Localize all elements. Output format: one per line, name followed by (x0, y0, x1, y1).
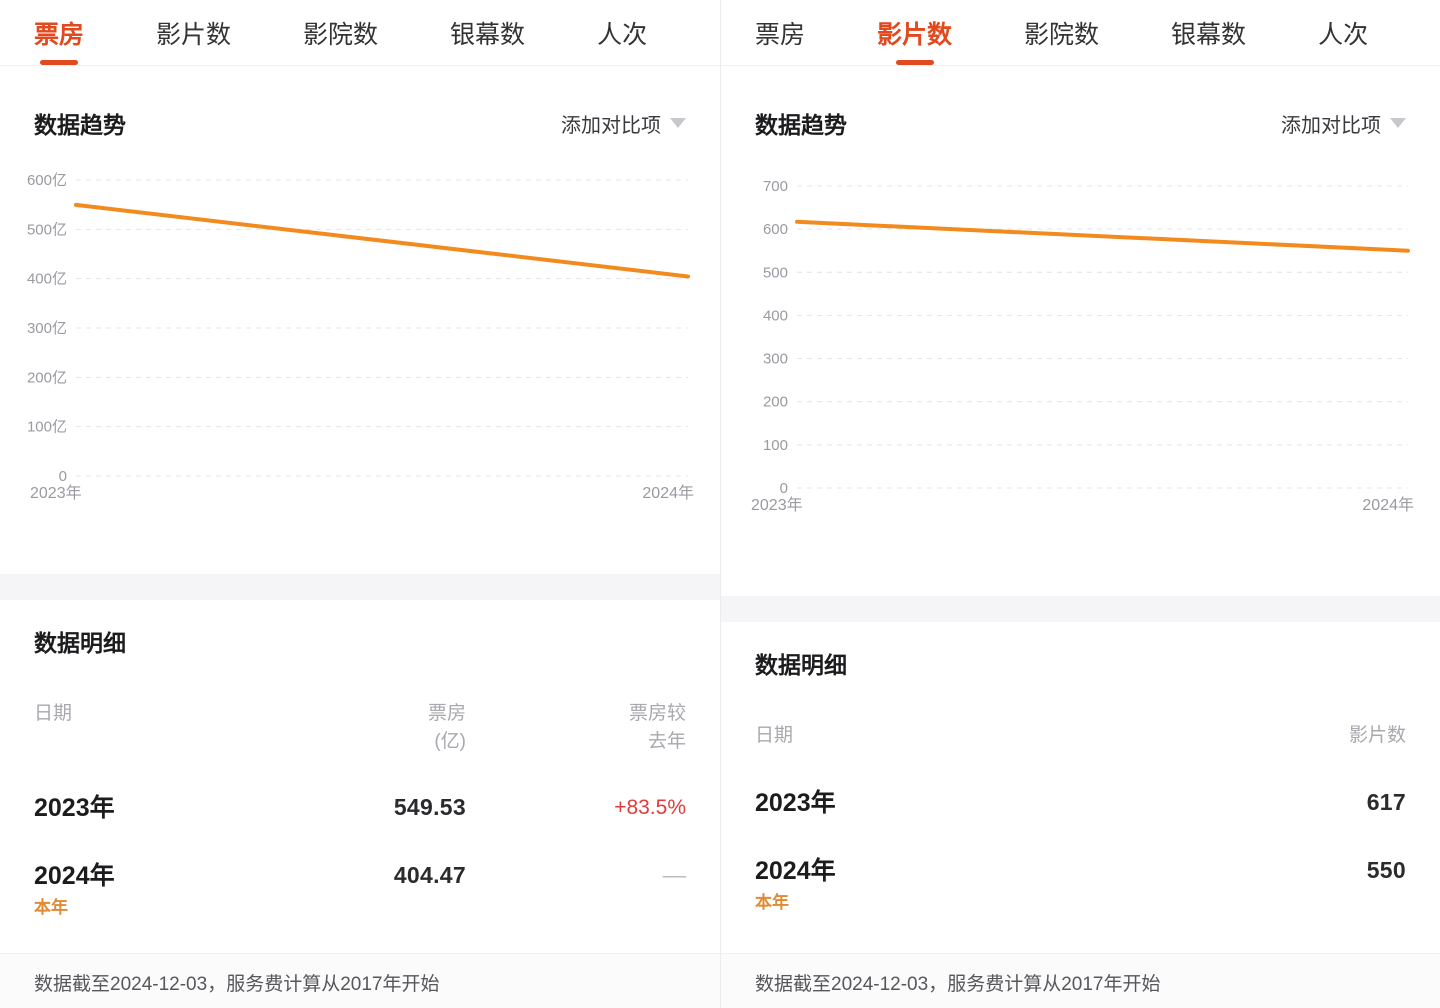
tab-attendance[interactable]: 人次 (597, 15, 647, 65)
tab-box-office[interactable]: 票房 (755, 15, 805, 65)
section-divider (0, 574, 720, 600)
column-header-change: 票房较 去年 (628, 703, 686, 752)
trend-header: 数据趋势 添加对比项 (721, 66, 1440, 140)
add-compare-label: 添加对比项 (1281, 114, 1381, 137)
tab-label: 票房 (34, 21, 85, 49)
this-year-tag: 本年 (755, 892, 789, 912)
tab-film-count[interactable]: 影片数 (156, 15, 231, 65)
add-compare-dropdown[interactable]: 添加对比项 (1281, 109, 1406, 138)
this-year-tag: 本年 (34, 898, 68, 918)
tab-label: 影院数 (1024, 21, 1100, 49)
tab-label: 影片数 (877, 21, 953, 49)
table-row: 2024年 本年 404.47 –– (0, 861, 720, 918)
svg-text:600: 600 (763, 221, 788, 238)
tab-box-office[interactable]: 票房 (34, 15, 84, 65)
section-divider (721, 596, 1440, 622)
value-cell: 404.47 (393, 862, 466, 889)
tab-label: 银幕数 (1171, 21, 1247, 49)
tab-label: 人次 (1318, 21, 1369, 49)
tab-film-count[interactable]: 影片数 (877, 15, 952, 65)
tab-label: 影院数 (303, 21, 379, 49)
column-header-date: 日期 (755, 725, 794, 746)
svg-text:0: 0 (780, 480, 788, 497)
value-cell: 617 (1366, 788, 1406, 815)
table-row: 2023年 549.53 +83.5% (0, 793, 720, 823)
table-row: 2024年 本年 550 (721, 856, 1440, 913)
svg-text:100: 100 (763, 437, 788, 454)
change-cell: +83.5% (614, 796, 686, 820)
tab-cinema-count[interactable]: 影院数 (303, 15, 378, 65)
svg-text:2023年: 2023年 (751, 496, 803, 514)
row-date: 2024年 (755, 856, 836, 885)
row-date: 2024年 (34, 862, 115, 891)
svg-text:500亿: 500亿 (27, 221, 67, 238)
tab-label: 票房 (755, 21, 806, 49)
data-note: 数据截至2024-12-03，服务费计算从2017年开始 (0, 953, 720, 1008)
svg-text:100亿: 100亿 (27, 419, 67, 436)
svg-text:400: 400 (763, 307, 788, 324)
svg-text:2023年: 2023年 (30, 484, 82, 502)
add-compare-label: 添加对比项 (561, 114, 661, 137)
column-header-date: 日期 (34, 703, 73, 724)
details-header: 数据明细 (721, 622, 1440, 680)
tab-label: 影片数 (156, 21, 232, 49)
date-cell: 2023年 (755, 788, 1186, 818)
date-cell: 2023年 (34, 793, 306, 823)
trend-chart: 0 100 200 300 400 500 600 700 2023年 2024年 (743, 176, 1418, 518)
row-date: 2023年 (755, 788, 836, 817)
tab-bar: 票房 影片数 影院数 银幕数 人次 (721, 0, 1440, 66)
details-title: 数据明细 (34, 630, 126, 656)
active-tab-underline (40, 60, 78, 65)
column-header-boxoffice: 票房 (亿) (427, 703, 466, 752)
tab-cinema-count[interactable]: 影院数 (1024, 15, 1099, 65)
add-compare-dropdown[interactable]: 添加对比项 (561, 109, 686, 138)
tab-screen-count[interactable]: 银幕数 (450, 15, 525, 65)
svg-text:300亿: 300亿 (27, 320, 67, 337)
svg-text:2024年: 2024年 (1362, 496, 1414, 514)
table-row: 2023年 617 (721, 788, 1440, 818)
svg-text:200亿: 200亿 (27, 369, 67, 386)
column-header-filmcount: 影片数 (1348, 725, 1406, 746)
row-date: 2023年 (34, 794, 115, 823)
data-note: 数据截至2024-12-03，服务费计算从2017年开始 (721, 953, 1440, 1008)
tab-label: 人次 (597, 21, 648, 49)
svg-text:700: 700 (763, 178, 788, 195)
date-cell: 2024年 本年 (34, 861, 306, 918)
value-cell: 549.53 (393, 794, 466, 821)
svg-text:300: 300 (763, 351, 788, 368)
trend-title: 数据趋势 (755, 112, 847, 138)
trend-title: 数据趋势 (34, 112, 126, 138)
value-cell: 550 (1366, 856, 1406, 883)
tab-screen-count[interactable]: 银幕数 (1171, 15, 1246, 65)
table-header-row: 日期 票房 (亿) 票房较 去年 (0, 658, 720, 755)
tab-attendance[interactable]: 人次 (1318, 15, 1368, 65)
chevron-down-icon (1390, 118, 1406, 128)
active-tab-underline (895, 60, 934, 65)
details-title: 数据明细 (755, 652, 847, 678)
svg-text:0: 0 (59, 468, 67, 485)
svg-text:2024年: 2024年 (642, 484, 694, 502)
svg-text:200: 200 (763, 394, 788, 411)
date-cell: 2024年 本年 (755, 856, 1186, 913)
trend-header: 数据趋势 添加对比项 (0, 66, 720, 140)
panel-film-count: 票房 影片数 影院数 银幕数 人次 数据趋势 添加对比项 (720, 0, 1440, 1008)
change-cell: –– (662, 864, 686, 888)
trend-chart: 0 100亿 200亿 300亿 400亿 500亿 600亿 2023年 2024年 (22, 170, 698, 506)
svg-text:400亿: 400亿 (27, 271, 67, 288)
tab-label: 银幕数 (450, 21, 526, 49)
svg-text:600亿: 600亿 (27, 172, 67, 189)
panel-box-office: 票房 影片数 影院数 银幕数 人次 数据趋势 添加对比项 (0, 0, 720, 1008)
tab-bar: 票房 影片数 影院数 银幕数 人次 (0, 0, 720, 66)
svg-text:500: 500 (763, 264, 788, 281)
table-header-row: 日期 影片数 (721, 680, 1440, 750)
details-header: 数据明细 (0, 600, 720, 658)
chevron-down-icon (670, 118, 686, 128)
